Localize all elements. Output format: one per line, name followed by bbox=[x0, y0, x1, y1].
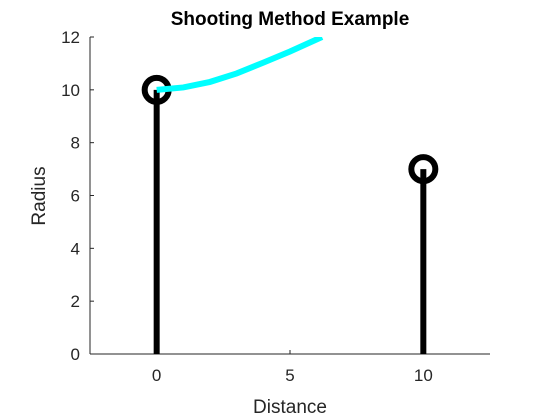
y-tick-label: 8 bbox=[71, 134, 80, 153]
x-tick-label: 5 bbox=[285, 366, 294, 385]
x-axis-title: Distance bbox=[253, 397, 327, 418]
y-tick-label: 10 bbox=[61, 81, 80, 100]
x-tick-label: 10 bbox=[414, 366, 433, 385]
y-axis-title: Radius bbox=[29, 166, 50, 225]
axes: 0 5 10 0 2 4 6 8 10 12 bbox=[61, 28, 490, 385]
y-tick-label: 2 bbox=[71, 292, 80, 311]
chart-title: Shooting Method Example bbox=[171, 9, 410, 30]
x-tick-label: 0 bbox=[152, 366, 161, 385]
y-tick-label: 6 bbox=[71, 187, 80, 206]
y-tick-label: 12 bbox=[61, 28, 80, 47]
stem-marker bbox=[408, 154, 439, 185]
plot-area bbox=[141, 37, 439, 354]
trajectory-line bbox=[156, 37, 324, 93]
y-tick-label: 0 bbox=[71, 345, 80, 364]
y-tick-label: 4 bbox=[71, 239, 80, 258]
